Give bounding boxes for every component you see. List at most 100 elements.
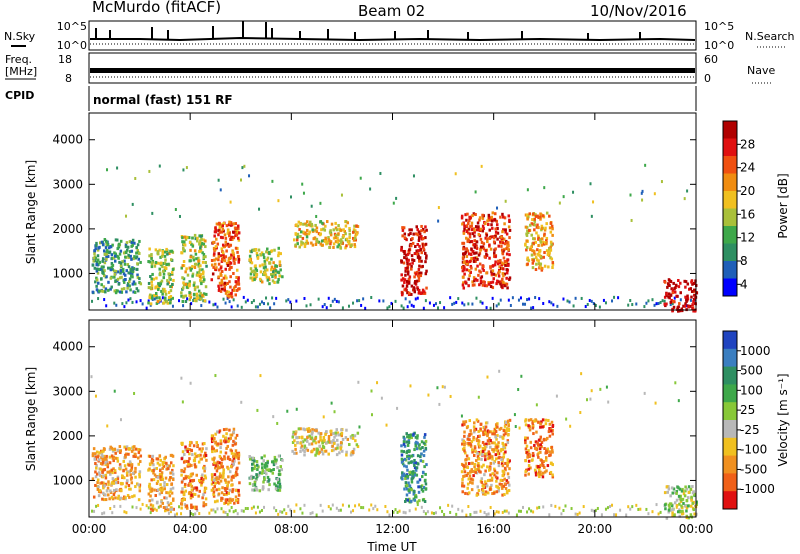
data-cell	[255, 269, 259, 273]
data-cell	[324, 236, 327, 240]
data-cell	[217, 487, 221, 491]
data-cell	[470, 468, 474, 472]
data-cell	[180, 457, 184, 461]
data-cell	[299, 235, 302, 239]
data-cell	[508, 236, 511, 240]
data-cell	[467, 505, 470, 509]
data-cell	[685, 487, 689, 491]
data-cell	[321, 439, 324, 443]
data-cell	[407, 461, 410, 465]
data-cell	[205, 447, 208, 451]
data-cell	[645, 507, 648, 511]
data-cell	[496, 452, 500, 456]
data-cell	[223, 457, 226, 461]
data-cell	[202, 292, 206, 296]
data-cell	[502, 249, 505, 253]
data-cell	[409, 232, 412, 236]
data-cell	[277, 512, 280, 516]
data-cell	[467, 302, 470, 306]
data-cell	[676, 510, 680, 514]
data-cell	[491, 280, 495, 284]
data-cell	[425, 463, 428, 467]
data-cell	[482, 485, 485, 489]
data-cell	[551, 463, 554, 467]
data-cell	[171, 486, 175, 490]
data-cell	[150, 253, 153, 257]
data-cell	[400, 453, 404, 457]
data-cell	[313, 236, 317, 240]
data-cell	[503, 424, 507, 428]
data-cell	[301, 448, 305, 452]
data-cell	[131, 445, 135, 449]
data-cell	[216, 480, 220, 484]
data-cell	[507, 475, 511, 479]
data-cell	[155, 466, 159, 470]
data-cell	[560, 512, 563, 516]
data-cell	[329, 229, 332, 233]
data-cell	[594, 304, 597, 308]
data-cell	[498, 369, 501, 373]
data-cell	[317, 431, 320, 435]
data-cell	[137, 462, 140, 466]
data-cell	[102, 498, 106, 502]
data-cell	[212, 240, 215, 244]
data-cell	[392, 201, 395, 205]
data-cell	[569, 424, 572, 428]
data-cell	[234, 449, 238, 453]
data-cell	[155, 276, 158, 280]
data-cell	[192, 444, 196, 448]
data-cell	[162, 464, 166, 468]
data-cell	[167, 491, 170, 495]
data-cell	[475, 240, 479, 244]
data-cell	[131, 275, 134, 279]
data-cell	[592, 509, 595, 513]
nsky-label: N.Sky	[4, 30, 36, 43]
data-cell	[273, 266, 277, 270]
data-cell	[113, 272, 117, 276]
data-cell	[92, 256, 96, 260]
data-cell	[486, 431, 490, 435]
data-cell	[659, 300, 662, 304]
data-cell	[422, 454, 426, 458]
data-cell	[549, 221, 553, 225]
data-cell	[488, 478, 491, 482]
data-cell	[249, 267, 253, 271]
data-cell	[341, 241, 344, 245]
data-cell	[226, 444, 230, 448]
data-cell	[112, 467, 115, 471]
data-cell	[270, 265, 274, 269]
data-cell	[111, 456, 115, 460]
data-cell	[589, 397, 592, 401]
data-cell	[106, 254, 110, 258]
data-cell	[137, 257, 141, 261]
data-cell	[105, 242, 108, 246]
data-cell	[497, 441, 500, 445]
data-cell	[341, 306, 344, 310]
data-cell	[330, 449, 334, 453]
data-cell	[660, 180, 663, 184]
data-cell	[113, 447, 117, 451]
data-cell	[478, 444, 482, 448]
data-cell	[413, 458, 416, 462]
data-cell	[483, 445, 487, 449]
y-tick-label: 2000	[52, 222, 83, 236]
data-cell	[471, 450, 474, 454]
data-cell	[127, 255, 131, 259]
data-cell	[671, 291, 675, 295]
data-cell	[504, 450, 507, 454]
data-cell	[462, 286, 466, 290]
data-cell	[462, 484, 466, 488]
data-cell	[183, 452, 186, 456]
colorbar-cell	[723, 138, 737, 157]
data-cell	[112, 479, 116, 483]
date-title: 10/Nov/2016	[590, 2, 687, 20]
data-cell	[688, 287, 691, 291]
data-cell	[485, 233, 489, 237]
data-cell	[679, 497, 682, 501]
data-cell	[220, 496, 223, 500]
data-cell	[677, 285, 681, 289]
data-cell	[529, 466, 532, 470]
data-cell	[237, 490, 240, 494]
data-cell	[309, 303, 312, 307]
data-cell	[171, 468, 174, 472]
